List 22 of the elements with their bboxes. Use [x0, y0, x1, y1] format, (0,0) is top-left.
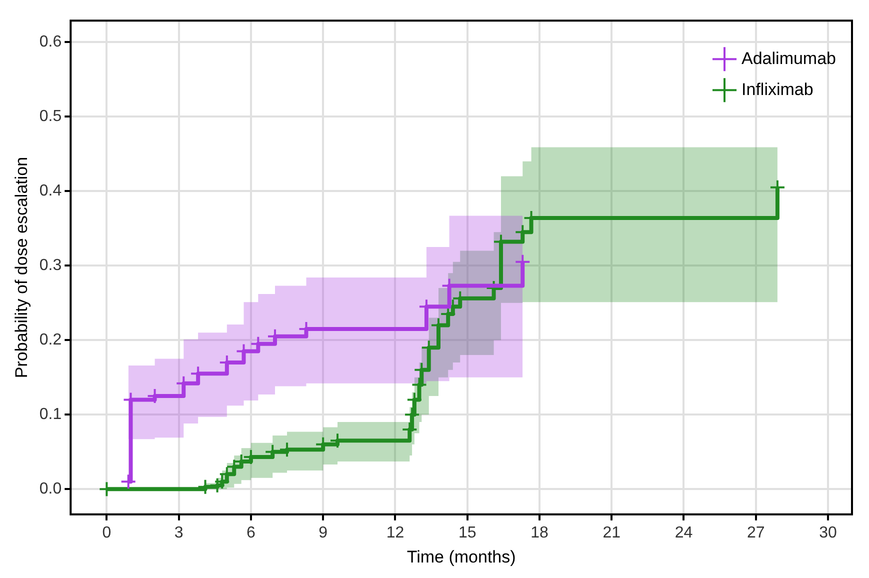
legend-label: Infliximab — [742, 80, 814, 99]
y-tick-label: 0.0 — [39, 480, 62, 498]
x-tick-label: 3 — [174, 524, 184, 542]
x-tick-label: 24 — [674, 524, 693, 542]
x-tick-label: 21 — [602, 524, 621, 542]
y-tick-label: 0.5 — [39, 108, 62, 126]
y-tick-label: 0.1 — [39, 406, 62, 424]
x-tick-label: 30 — [819, 524, 837, 542]
x-tick-label: 27 — [746, 524, 765, 542]
y-tick-label: 0.6 — [39, 34, 62, 51]
x-tick-label: 9 — [318, 524, 328, 542]
y-axis-title: Probability of dose escalation — [12, 156, 31, 378]
y-tick-label: 0.2 — [39, 332, 62, 349]
x-tick-label: 12 — [386, 524, 404, 542]
x-tick-label: 6 — [246, 524, 256, 542]
y-tick-label: 0.4 — [39, 182, 62, 200]
legend-label: Adalimumab — [742, 48, 836, 68]
x-tick-label: 15 — [458, 524, 476, 542]
y-tick-label: 0.3 — [39, 257, 62, 274]
x-tick-label: 18 — [530, 524, 548, 542]
x-tick-label: 0 — [102, 524, 112, 542]
x-axis-title: Time (months) — [406, 547, 516, 566]
